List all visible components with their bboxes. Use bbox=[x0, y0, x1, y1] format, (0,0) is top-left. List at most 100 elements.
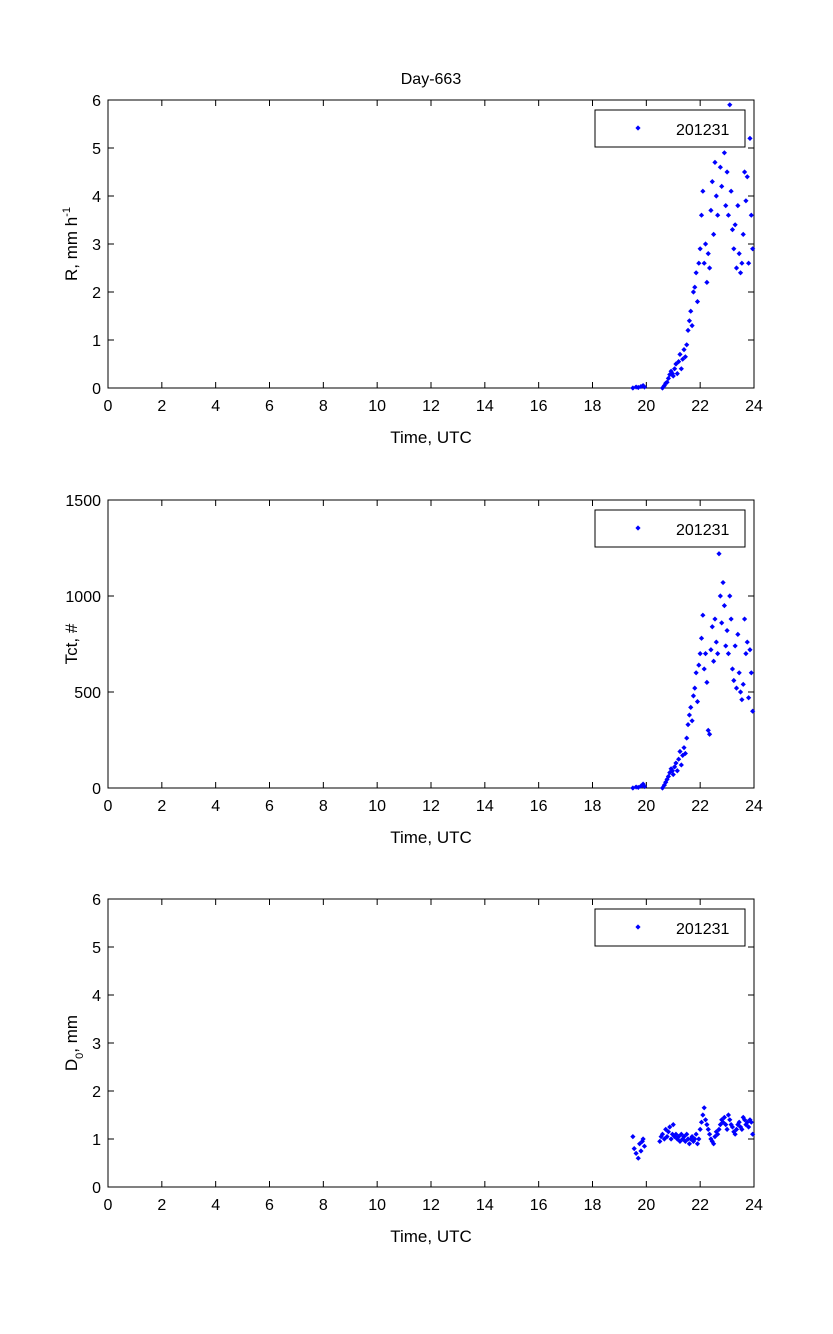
data-point bbox=[697, 246, 703, 252]
data-point bbox=[728, 616, 734, 622]
data-point bbox=[719, 620, 725, 626]
x-tick-label: 10 bbox=[368, 798, 386, 815]
data-point bbox=[641, 384, 648, 390]
y-axis-label: R, mm h-1 bbox=[61, 207, 81, 281]
data-point bbox=[694, 299, 701, 305]
data-point bbox=[665, 375, 672, 381]
data-point bbox=[717, 164, 723, 170]
data-point bbox=[743, 198, 749, 204]
data-point bbox=[694, 699, 701, 705]
data-point bbox=[739, 260, 745, 266]
x-tick-label: 18 bbox=[584, 798, 602, 815]
data-point bbox=[720, 579, 726, 586]
data-point bbox=[696, 662, 702, 668]
data-point bbox=[706, 1131, 713, 1137]
data-point bbox=[673, 361, 679, 367]
data-point bbox=[727, 1117, 733, 1123]
x-tick-label: 12 bbox=[422, 398, 440, 415]
y-tick-label: 5 bbox=[92, 141, 101, 158]
data-point bbox=[711, 658, 717, 664]
data-point bbox=[727, 593, 733, 599]
x-tick-label: 8 bbox=[319, 1197, 328, 1214]
y-tick-label: 1500 bbox=[65, 493, 101, 510]
y-tick-label: 1 bbox=[92, 1132, 101, 1149]
x-tick-label: 20 bbox=[637, 1197, 655, 1214]
legend-label: 201231 bbox=[676, 522, 729, 539]
data-point bbox=[676, 359, 682, 365]
data-point bbox=[732, 222, 738, 228]
x-tick-label: 20 bbox=[637, 398, 655, 415]
data-point bbox=[724, 627, 730, 634]
data-point bbox=[729, 666, 736, 672]
x-tick-label: 2 bbox=[157, 398, 166, 415]
data-point bbox=[731, 677, 737, 684]
plot-area bbox=[107, 898, 755, 1188]
data-point bbox=[736, 1119, 742, 1125]
y-axis-label: D0, mm bbox=[62, 1015, 86, 1071]
x-axis-label: Time, UTC bbox=[390, 828, 472, 847]
data-point bbox=[733, 685, 740, 691]
data-point bbox=[701, 1105, 707, 1111]
data-point bbox=[696, 1136, 702, 1142]
data-point bbox=[724, 1126, 730, 1132]
x-tick-label: 22 bbox=[691, 798, 709, 815]
data-point bbox=[708, 207, 714, 213]
data-point bbox=[736, 670, 742, 676]
data-point bbox=[746, 695, 752, 701]
data-point bbox=[737, 1124, 744, 1130]
plot-area bbox=[107, 499, 755, 789]
x-tick-label: 2 bbox=[157, 798, 166, 815]
data-point bbox=[721, 1114, 727, 1120]
data-point bbox=[713, 193, 719, 199]
data-point bbox=[708, 647, 714, 653]
data-point bbox=[668, 1136, 674, 1142]
data-point bbox=[684, 342, 690, 348]
data-point bbox=[670, 373, 676, 379]
y-tick-label: 1000 bbox=[65, 589, 101, 606]
data-point bbox=[746, 1124, 752, 1130]
data-point bbox=[677, 748, 683, 755]
data-point bbox=[713, 639, 719, 645]
data-point bbox=[725, 651, 732, 657]
x-tick-label: 16 bbox=[530, 1197, 548, 1214]
data-point bbox=[701, 260, 707, 266]
y-axis-label: Tct, # bbox=[62, 623, 81, 664]
x-tick-label: 16 bbox=[530, 798, 548, 815]
data-point bbox=[669, 768, 676, 774]
data-point bbox=[638, 1148, 644, 1154]
data-point bbox=[746, 260, 752, 266]
y-tick-label: 2 bbox=[92, 285, 101, 302]
data-point bbox=[740, 681, 746, 687]
y-tick-label: 500 bbox=[74, 685, 101, 702]
data-point bbox=[640, 1136, 646, 1142]
data-point bbox=[693, 1131, 699, 1137]
data-point bbox=[740, 231, 746, 237]
data-point bbox=[706, 731, 713, 737]
data-point bbox=[670, 1122, 676, 1128]
x-axis-label: Time, UTC bbox=[390, 1227, 472, 1246]
data-point bbox=[723, 1122, 729, 1128]
data-point bbox=[727, 102, 733, 108]
data-point bbox=[661, 1136, 667, 1142]
data-point bbox=[705, 1126, 711, 1132]
data-point bbox=[748, 212, 754, 218]
data-point bbox=[677, 351, 683, 357]
y-tick-label: 4 bbox=[92, 189, 101, 206]
data-point bbox=[696, 260, 702, 266]
data-point bbox=[694, 1141, 701, 1147]
x-tick-label: 16 bbox=[530, 398, 548, 415]
x-tick-label: 8 bbox=[319, 398, 328, 415]
legend-label: 201231 bbox=[676, 122, 729, 139]
data-point bbox=[688, 704, 694, 710]
data-point bbox=[689, 323, 695, 329]
data-point bbox=[719, 183, 725, 189]
data-point bbox=[747, 135, 753, 141]
x-tick-label: 22 bbox=[691, 1197, 709, 1214]
data-point bbox=[711, 231, 717, 237]
data-point bbox=[735, 203, 741, 209]
data-point bbox=[678, 366, 684, 372]
data-point bbox=[729, 227, 736, 233]
